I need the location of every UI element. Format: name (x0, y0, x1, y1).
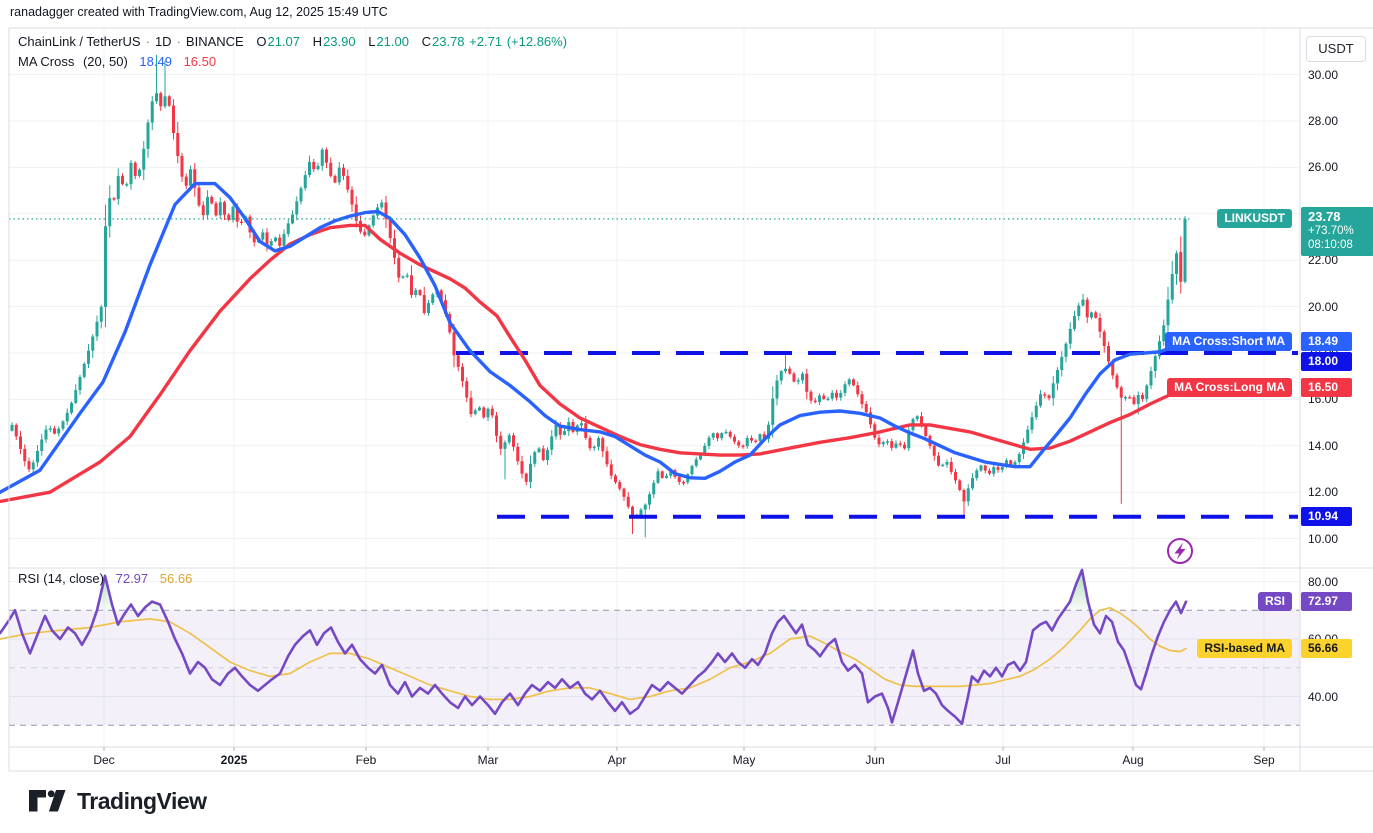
time-label-Apr: Apr (607, 753, 627, 767)
current-price-axis-box: 23.78 +73.70% 08:10:08 (1301, 206, 1373, 256)
exchange: BINANCE (185, 34, 244, 49)
time-label-Feb: Feb (355, 753, 377, 767)
close-value: 23.78 (432, 34, 465, 49)
short-ma-tag: MA Cross:Short MA (1165, 332, 1292, 352)
symbol-title: ChainLink / TetherUS (18, 34, 141, 49)
ma-short-header-value: 18.49 (139, 54, 172, 69)
price-tick-20: 20.00 (1308, 299, 1339, 314)
price-tick-22: 22.00 (1308, 253, 1339, 268)
price-tick-28: 28.00 (1308, 114, 1339, 128)
attribution: ranadagger created with TradingView.com,… (10, 5, 388, 19)
currency-unit-button[interactable]: USDT (1306, 36, 1366, 62)
level-18-axis-value: 18.00 (1301, 351, 1352, 371)
ma-cross-header: MA Cross (20, 50) 18.49 16.50 (18, 54, 217, 69)
rsi-based-ma-tag: RSI-based MA (1197, 639, 1292, 659)
rsi-tag: RSI (1257, 592, 1292, 612)
low-value: 21.00 (376, 34, 409, 49)
price-tick-12: 12.00 (1308, 485, 1339, 500)
bar-countdown: 08:10:08 (1308, 238, 1353, 251)
long-ma-tag: MA Cross:Long MA (1167, 378, 1292, 398)
time-label-Sep: Sep (1253, 753, 1275, 767)
tradingview-glyph (29, 790, 66, 812)
change-value: +2.71 (469, 34, 503, 49)
level-1094-axis-value: 10.94 (1301, 507, 1352, 527)
rsi-tick-80: 80.00 (1308, 574, 1339, 589)
price-tick-14: 14.00 (1308, 438, 1339, 453)
price-tick-30: 30.00 (1308, 67, 1339, 82)
time-label-Dec: Dec (93, 753, 115, 767)
interval: 1D (154, 34, 172, 49)
ma-long-header-value: 16.50 (183, 54, 217, 69)
time-label-Mar: Mar (477, 753, 499, 767)
change-pct: (+12.86%) (506, 34, 568, 49)
price-tick-10: 10.00 (1308, 531, 1339, 546)
open-value: 21.07 (267, 34, 301, 49)
time-axis[interactable]: Dec 2025 Feb Mar Apr May Jun Jul Aug Sep (0, 747, 1373, 771)
rsi-header: RSI (14, close) 72.97 56.66 (18, 571, 193, 586)
rsi-ma-header-value: 56.66 (159, 571, 193, 586)
long-ma-axis-value: 16.50 (1301, 378, 1352, 398)
symbol-price-tag: LINKUSDT (1217, 209, 1292, 229)
rsi-tick-40: 40.00 (1308, 689, 1339, 704)
tradingview-logo[interactable]: TradingView (28, 786, 207, 816)
change-percent-label: +73.70% (1308, 224, 1354, 237)
rsi-header-value: 72.97 (115, 571, 149, 586)
flash-icon[interactable] (1167, 538, 1193, 564)
tradingview-wordmark: TradingView (77, 787, 207, 814)
high-value: 23.90 (323, 34, 356, 49)
time-label-May: May (732, 753, 756, 767)
symbol-header: ChainLink / TetherUS · 1D · BINANCE O21.07 H… (18, 34, 568, 49)
price-tick-26: 26.00 (1308, 160, 1339, 175)
rsi-based-ma-axis-value: 56.66 (1301, 639, 1352, 659)
short-ma-axis-value: 18.49 (1301, 332, 1352, 352)
candlestick-series (10, 54, 1187, 538)
time-label-Jul: Jul (995, 753, 1011, 767)
time-label-Aug: Aug (1122, 753, 1144, 767)
rsi-axis-value: 72.97 (1301, 592, 1352, 612)
time-label-Jun: Jun (865, 753, 885, 767)
time-label-2025: 2025 (220, 753, 248, 767)
